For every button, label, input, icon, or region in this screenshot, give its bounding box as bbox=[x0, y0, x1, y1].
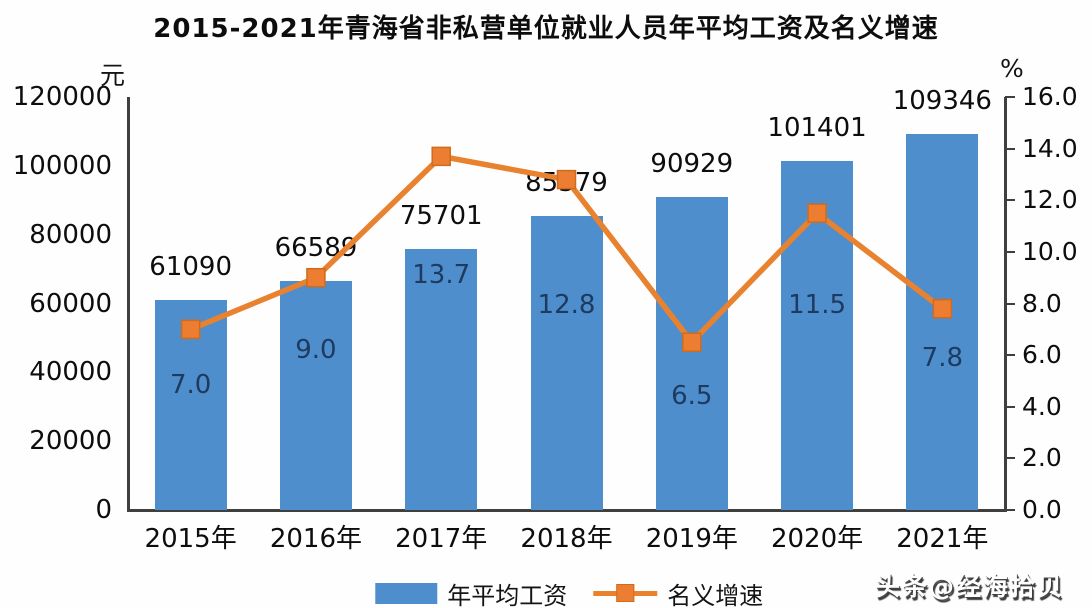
growth-rate-label: 12.8 bbox=[537, 289, 596, 320]
x-axis-tick-label: 2018年 bbox=[520, 524, 613, 554]
right-axis-tick-label: 12.0 bbox=[1022, 185, 1078, 215]
growth-rate-label: 7.0 bbox=[169, 370, 212, 401]
right-axis-tick-label: 6.0 bbox=[1022, 340, 1062, 370]
right-axis-tick-label: 14.0 bbox=[1022, 133, 1078, 163]
growth-rate-label: 13.7 bbox=[412, 260, 471, 291]
x-axis-tick-label: 2017年 bbox=[395, 524, 488, 554]
chart-title: 2015-2021年青海省非私营单位就业人员年平均工资及名义增速 bbox=[153, 14, 939, 44]
x-axis-tick-label: 2015年 bbox=[144, 524, 237, 554]
right-axis-tick-label: 16.0 bbox=[1022, 82, 1078, 111]
bar-2018年 bbox=[530, 216, 603, 510]
legend-line-marker-icon bbox=[616, 584, 635, 602]
x-axis-line bbox=[127, 509, 1007, 512]
right-axis-tick-mark bbox=[1005, 199, 1015, 202]
bar-value-label: 75701 bbox=[399, 201, 483, 232]
right-axis-tick-label: 2.0 bbox=[1022, 443, 1062, 473]
legend: 年平均工资 名义增速 bbox=[375, 576, 763, 608]
right-axis-tick-label: 4.0 bbox=[1022, 391, 1062, 421]
growth-rate-label: 7.8 bbox=[921, 342, 964, 373]
right-axis-tick-mark bbox=[1005, 147, 1015, 150]
bar-value-label: 90929 bbox=[650, 149, 734, 180]
watermark: 头条@经海拾贝 bbox=[874, 572, 1064, 601]
bar-2020年 bbox=[781, 161, 854, 510]
bar-value-label: 101401 bbox=[767, 113, 867, 143]
legend-label-nominal-growth: 名义增速 bbox=[667, 582, 764, 608]
left-axis-tick-label: 60000 bbox=[29, 288, 112, 319]
right-axis-tick-mark bbox=[1005, 457, 1015, 460]
bar-2021年 bbox=[906, 133, 979, 510]
right-axis-tick-label: 8.0 bbox=[1022, 288, 1062, 318]
right-axis-tick-mark bbox=[1005, 405, 1015, 408]
right-axis-tick-label: 10.0 bbox=[1022, 236, 1078, 266]
left-axis-tick-label: 100000 bbox=[12, 150, 112, 181]
bar-2015年 bbox=[154, 299, 227, 510]
x-axis-tick-label: 2020年 bbox=[770, 524, 864, 554]
left-axis-tick-label: 20000 bbox=[29, 426, 112, 457]
bar-value-label: 66589 bbox=[274, 232, 358, 263]
left-axis-tick-label: 80000 bbox=[29, 219, 112, 250]
left-axis-line bbox=[127, 97, 130, 511]
legend-line-swatch-icon bbox=[593, 583, 658, 604]
x-axis-tick-label: 2019年 bbox=[645, 524, 738, 554]
right-axis-tick-label: 0.0 bbox=[1022, 495, 1062, 524]
legend-label-average-wage: 年平均工资 bbox=[447, 582, 568, 608]
left-axis-tick-label: 40000 bbox=[29, 357, 112, 388]
bar-2016年 bbox=[279, 280, 352, 510]
growth-rate-label: 11.5 bbox=[788, 290, 846, 321]
growth-rate-label: 9.0 bbox=[295, 334, 337, 365]
left-axis-tick-label: 120000 bbox=[12, 82, 112, 112]
right-axis-tick-mark bbox=[1005, 509, 1015, 511]
left-axis-tick-label: 0 bbox=[95, 495, 112, 525]
left-axis-unit-label: 元 bbox=[100, 61, 126, 90]
legend-bar-swatch-icon bbox=[375, 583, 438, 604]
right-axis-tick-mark bbox=[1005, 250, 1015, 253]
growth-rate-label: 6.5 bbox=[671, 381, 713, 412]
right-axis-tick-mark bbox=[1005, 354, 1015, 357]
right-axis-unit-label: % bbox=[1000, 54, 1024, 83]
bar-value-label: 109346 bbox=[892, 85, 992, 116]
right-axis-tick-mark bbox=[1005, 96, 1015, 98]
right-axis-tick-mark bbox=[1005, 302, 1015, 305]
x-axis-tick-label: 2016年 bbox=[269, 524, 362, 554]
bar-2019年 bbox=[655, 197, 728, 510]
x-axis-tick-label: 2021年 bbox=[896, 524, 989, 554]
